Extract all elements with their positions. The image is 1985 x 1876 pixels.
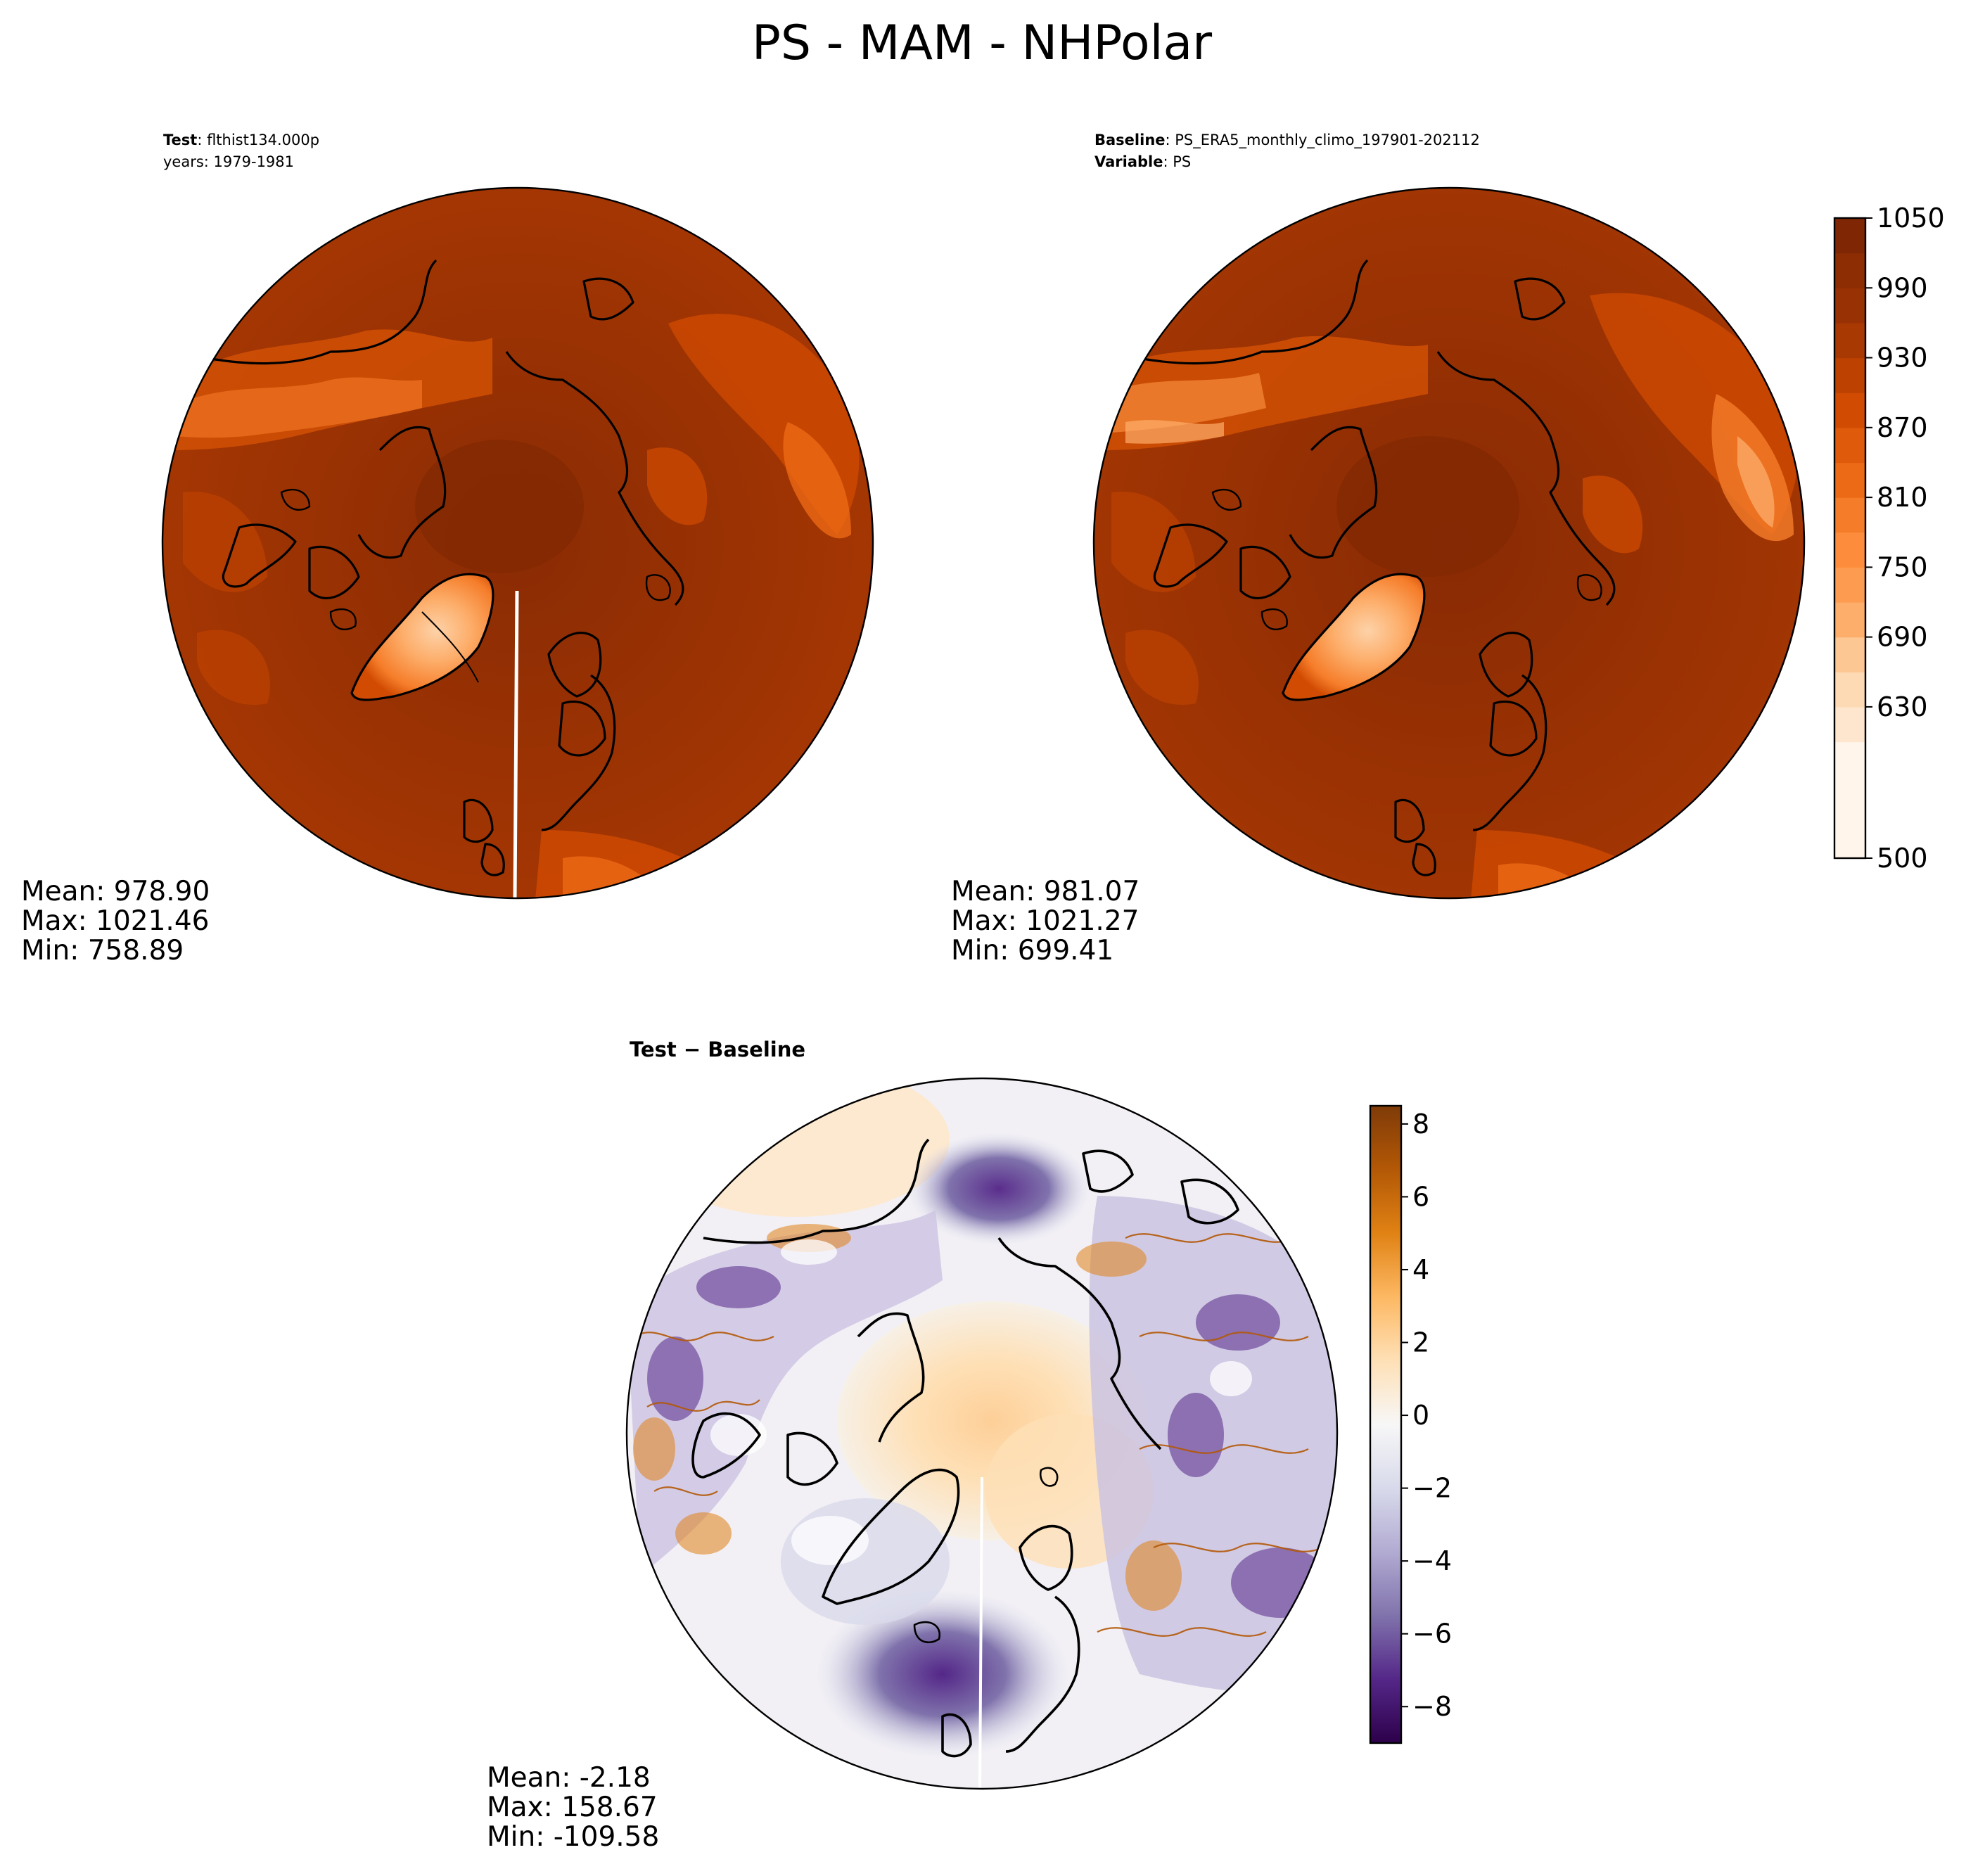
colorbar-main-tick-label: 990 <box>1877 272 1928 303</box>
baseline-label-bold: Baseline <box>1094 132 1166 148</box>
colorbar-diff-tick-label: 2 <box>1412 1327 1429 1358</box>
colorbar-main-tick-label: 1050 <box>1877 203 1945 234</box>
baseline-variable-bold: Variable <box>1094 153 1163 170</box>
diff-map <box>627 1078 1337 1789</box>
colorbar-diff-frame <box>1369 1104 1403 1744</box>
colorbar-diff-tick-label: 4 <box>1412 1254 1429 1285</box>
test-stat-max: Max: 1021.46 <box>21 905 209 937</box>
colorbar-main-segment <box>1834 602 1865 638</box>
colorbar-main-tick-label: 500 <box>1877 843 1928 874</box>
colorbar-diff-tick-label: −2 <box>1412 1473 1452 1504</box>
colorbar-main-tick-label: 810 <box>1877 482 1928 513</box>
test-map <box>162 188 873 898</box>
colorbar-main-segment <box>1834 253 1865 288</box>
colorbar-main-segment <box>1834 357 1865 393</box>
test-label-bold: Test <box>163 132 197 148</box>
diff-map-boundary <box>625 1077 1339 1790</box>
test-years: years: 1979-1981 <box>163 153 294 170</box>
colorbar-main-segment <box>1834 462 1865 498</box>
colorbar-main-tick-label: 630 <box>1877 691 1928 722</box>
colorbar-main-frame <box>1833 217 1867 860</box>
colorbar-main-tick-label: 870 <box>1877 412 1928 443</box>
colorbar-diff: −8 −6 −4 −2 0 2 4 6 8 <box>1369 1104 1452 1744</box>
colorbar-main-segment <box>1834 567 1865 603</box>
baseline-stat-mean: Mean: 981.07 <box>951 876 1140 907</box>
diff-panel: Test − Baseline <box>487 1038 1339 1853</box>
colorbar-diff-tick-label: −8 <box>1412 1691 1452 1722</box>
baseline-stat-min: Min: 699.41 <box>951 935 1113 966</box>
baseline-map <box>1094 188 1804 898</box>
colorbar-diff-tick-label: −6 <box>1412 1619 1452 1650</box>
colorbar-main-segment <box>1834 393 1865 428</box>
colorbar-main-segment <box>1834 218 1865 254</box>
baseline-case-name: : PS_ERA5_monthly_climo_197901-202112 <box>1166 132 1480 149</box>
test-label: Test: flthist134.000p <box>163 132 319 148</box>
colorbar-main-tick-label: 690 <box>1877 622 1928 653</box>
test-panel: Test: flthist134.000p years: 1979-1981 <box>21 132 874 966</box>
colorbar-diff-tick-label: 6 <box>1412 1181 1429 1212</box>
colorbar-main-segment <box>1834 497 1865 533</box>
colorbar-main-segment <box>1834 427 1865 464</box>
baseline-variable: Variable: PS <box>1094 153 1191 170</box>
colorbar-main-tick-label: 750 <box>1877 551 1928 582</box>
diff-stat-max: Max: 158.67 <box>487 1792 658 1823</box>
colorbar-diff-tick-label: 0 <box>1412 1400 1429 1431</box>
test-map-boundary <box>161 186 874 900</box>
colorbar-diff-bar <box>1370 1106 1401 1743</box>
diff-stat-mean: Mean: -2.18 <box>487 1762 651 1794</box>
colorbar-main-segment <box>1834 322 1865 359</box>
diff-stat-min: Min: -109.58 <box>487 1821 659 1853</box>
diff-label: Test − Baseline <box>630 1038 805 1061</box>
colorbar-diff-tick-label: 8 <box>1412 1109 1429 1140</box>
baseline-variable-name: : PS <box>1163 153 1191 170</box>
colorbar-main-segment <box>1834 532 1865 568</box>
test-stat-min: Min: 758.89 <box>21 935 184 966</box>
colorbar-main-tick-label: 930 <box>1877 343 1928 374</box>
figure-title: PS - MAM - NHPolar <box>752 15 1212 71</box>
colorbar-main: 500 630 690 750 810 870 930 990 1050 <box>1833 203 1945 874</box>
test-case-name: : flthist134.000p <box>197 132 319 148</box>
colorbar-main-segment <box>1834 672 1865 708</box>
colorbar-diff-tick-label: −4 <box>1412 1545 1452 1576</box>
baseline-label: Baseline: PS_ERA5_monthly_climo_197901-2… <box>1094 132 1480 149</box>
colorbar-main-segment <box>1834 706 1865 743</box>
baseline-map-boundary <box>1092 186 1806 900</box>
colorbar-main-segment <box>1834 637 1865 672</box>
baseline-stat-max: Max: 1021.27 <box>951 905 1139 937</box>
test-stat-mean: Mean: 978.90 <box>21 876 210 907</box>
baseline-panel: Baseline: PS_ERA5_monthly_climo_197901-2… <box>951 132 1806 966</box>
colorbar-main-segment <box>1834 741 1865 859</box>
colorbar-main-segment <box>1834 288 1865 324</box>
